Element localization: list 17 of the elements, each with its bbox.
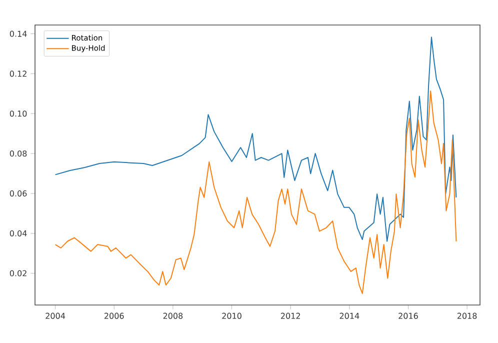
y-tick-label: 0.02 bbox=[10, 270, 26, 276]
y-tick-label: 0.06 bbox=[10, 190, 27, 196]
x-tick-label: 2018 bbox=[457, 312, 477, 319]
x-tick-label: 2010 bbox=[222, 312, 242, 319]
x-tick-label: 2014 bbox=[340, 312, 360, 319]
y-tick-label: 0.14 bbox=[10, 30, 27, 37]
x-tick-label: 2006 bbox=[104, 312, 124, 319]
y-tick-label: 0.10 bbox=[10, 110, 27, 117]
y-tick-label: 0.04 bbox=[10, 230, 27, 236]
line-series bbox=[54, 36, 457, 242]
x-tick-label: 2008 bbox=[163, 312, 183, 319]
line-series bbox=[54, 90, 457, 294]
x-tick-label: 2012 bbox=[280, 312, 300, 319]
y-tick-label: 0.08 bbox=[10, 150, 27, 157]
x-tick-label: 2016 bbox=[398, 312, 418, 319]
y-tick-label: 0.12 bbox=[10, 70, 26, 77]
x-tick-label: 2004 bbox=[46, 312, 66, 319]
